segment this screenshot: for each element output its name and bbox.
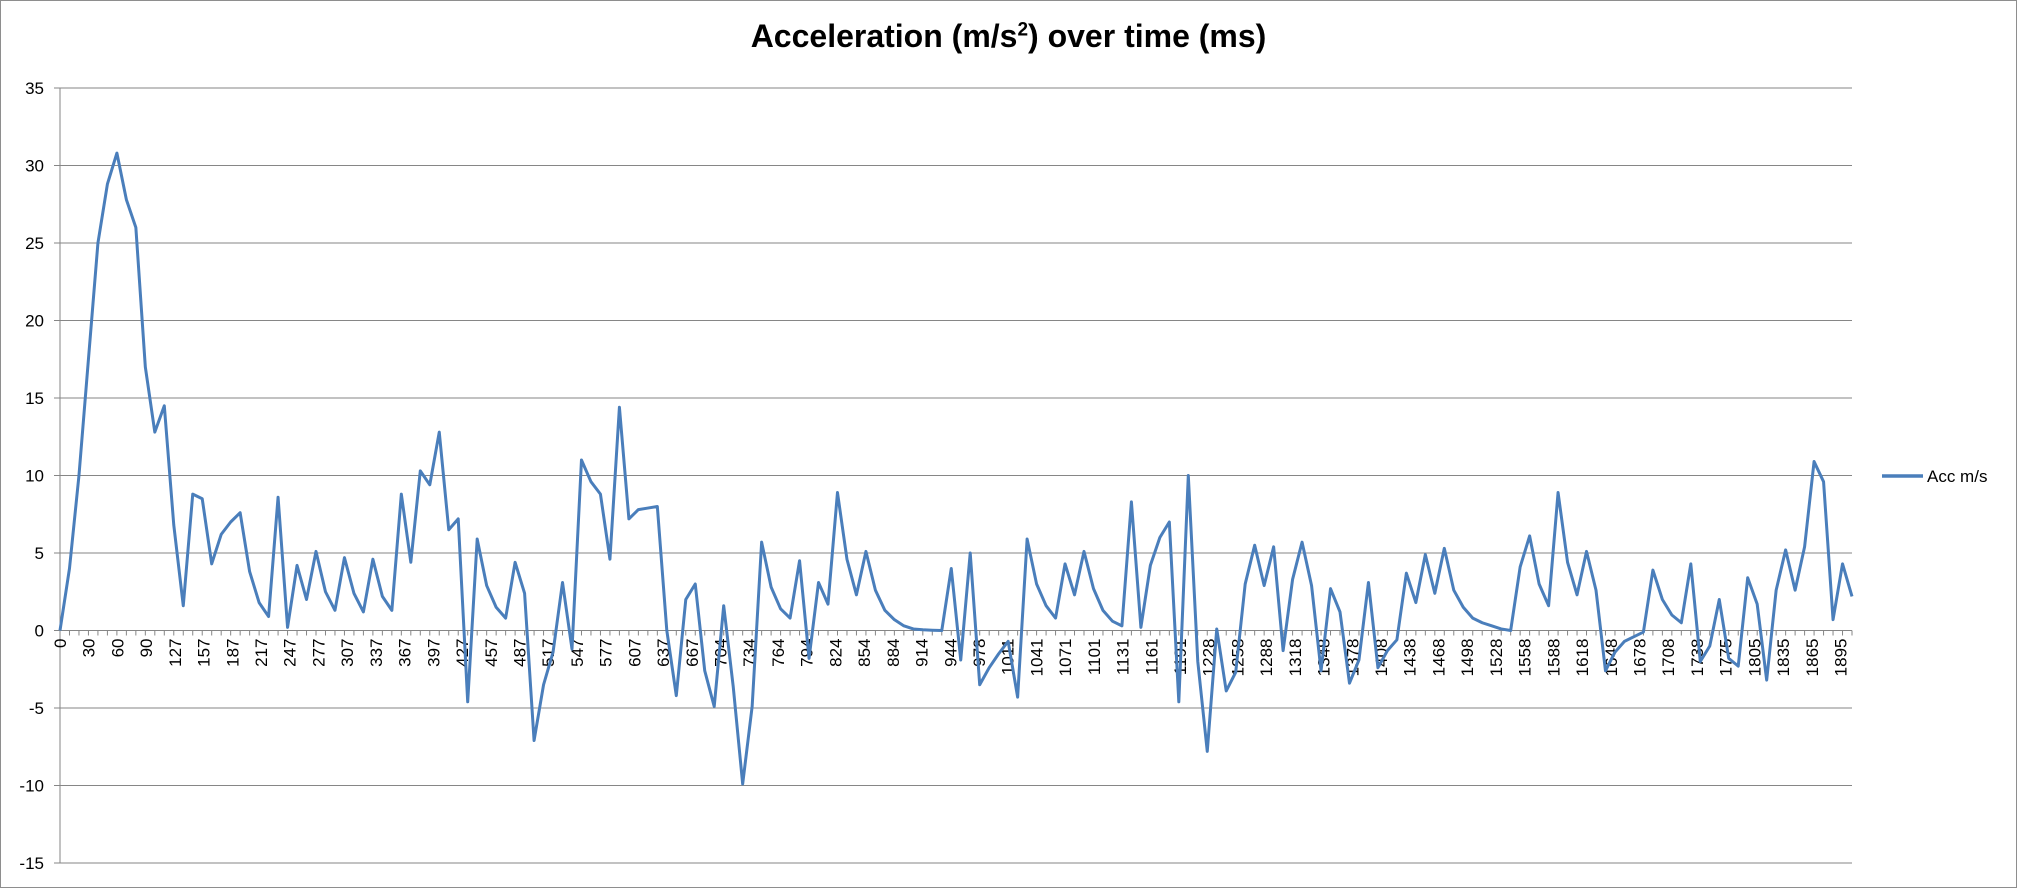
chart-title-suffix: ) over time (ms) — [1028, 18, 1267, 54]
x-tick-label: 1775 — [1717, 639, 1736, 677]
x-tick-label: 1131 — [1114, 639, 1133, 676]
x-tick-label: 1468 — [1429, 639, 1448, 677]
x-tick-label: 704 — [712, 639, 731, 667]
x-tick-label: 487 — [510, 639, 529, 667]
x-tick-label: 427 — [453, 639, 472, 667]
x-tick-label: 367 — [396, 639, 415, 667]
chart-title-superscript: 2 — [1017, 19, 1029, 41]
gridlines — [54, 87, 1852, 864]
x-tick-label: 1588 — [1544, 639, 1563, 677]
x-tick-label: 607 — [625, 639, 644, 667]
x-tick-label: 1318 — [1286, 639, 1305, 677]
x-tick-label: 764 — [769, 639, 788, 667]
axes — [59, 88, 1853, 863]
x-tick-label: 1805 — [1745, 639, 1764, 677]
x-tick-label: 1498 — [1458, 639, 1477, 677]
x-tick-label: 1438 — [1401, 639, 1420, 677]
x-tick-label: 1071 — [1056, 639, 1075, 677]
legend: Acc m/s — [1882, 467, 1987, 486]
y-tick-label: 20 — [25, 312, 44, 331]
chart-title: Acceleration (m/s2) over time (ms) — [0, 18, 2017, 55]
x-tick-label: 1161 — [1142, 639, 1161, 676]
x-tick-label: 824 — [826, 639, 845, 667]
x-tick-label: 577 — [597, 639, 616, 667]
y-tick-label: 35 — [25, 79, 44, 98]
x-tick-label: 1101 — [1085, 639, 1104, 676]
x-tick-label: 307 — [338, 639, 357, 667]
y-tick-label: -10 — [19, 777, 44, 796]
y-tick-label: 30 — [25, 157, 44, 176]
x-tick-label: 914 — [913, 639, 932, 667]
x-tick-label: 127 — [166, 639, 185, 667]
x-tick-label: 60 — [108, 639, 127, 658]
chart-title-main: Acceleration (m/s — [750, 18, 1018, 54]
y-tick-label: 0 — [35, 622, 44, 641]
y-tick-labels: 35 30 25 20 15 10 5 0 -5 -10 -15 — [19, 79, 44, 873]
x-tick-label: 1558 — [1516, 639, 1535, 677]
y-tick-label: 15 — [25, 389, 44, 408]
x-tick-label: 978 — [970, 639, 989, 667]
x-tick-label: 854 — [855, 639, 874, 667]
x-tick-label: 90 — [137, 639, 156, 658]
y-tick-label: -5 — [29, 699, 44, 718]
legend-label: Acc m/s — [1927, 467, 1987, 486]
y-tick-label: -15 — [19, 854, 44, 873]
x-tick-label: 30 — [80, 639, 99, 658]
x-tick-label: 457 — [482, 639, 501, 667]
x-tick-label: 1528 — [1487, 639, 1506, 677]
x-tick-label: 884 — [884, 639, 903, 667]
x-tick-label: 1708 — [1659, 639, 1678, 677]
x-tick-label: 1865 — [1803, 639, 1822, 677]
x-tick-label: 1835 — [1774, 639, 1793, 677]
x-tick-label: 337 — [367, 639, 386, 667]
x-tick-label: 944 — [941, 639, 960, 667]
x-tick-label: 397 — [424, 639, 443, 667]
x-tick-label: 1895 — [1832, 639, 1851, 677]
x-tick-label: 277 — [309, 639, 328, 667]
x-tick-label: 217 — [252, 639, 271, 667]
x-tick-label: 1288 — [1257, 639, 1276, 677]
series-layer — [58, 151, 1854, 786]
x-tick-label: 1618 — [1573, 639, 1592, 677]
x-tick-label: 1041 — [1027, 639, 1046, 677]
x-tick-label: 187 — [223, 639, 242, 667]
x-tick-label: 667 — [683, 639, 702, 667]
x-tick-label: 1678 — [1630, 639, 1649, 677]
x-tick-label: 0 — [51, 639, 70, 648]
x-tick-label: 1738 — [1688, 639, 1707, 677]
x-tick-label: 247 — [281, 639, 300, 667]
y-tick-label: 5 — [35, 544, 44, 563]
y-tick-label: 25 — [25, 234, 44, 253]
series-line-acc — [58, 151, 1854, 786]
y-tick-label: 10 — [25, 467, 44, 486]
x-tick-labels: 0 30 60 90 127 157 187 217 247 277 307 337 367 397 427… — [51, 639, 1851, 677]
x-tick-label: 157 — [195, 639, 214, 667]
